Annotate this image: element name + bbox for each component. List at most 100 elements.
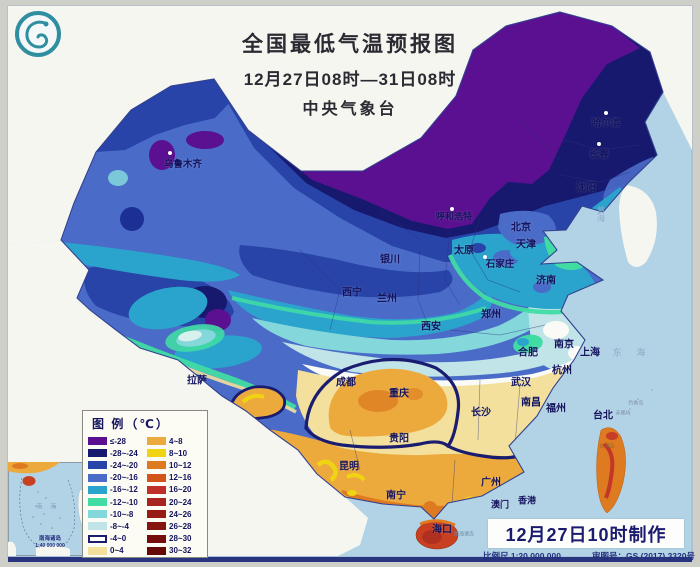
city-label: 沈阳 xyxy=(576,182,596,194)
legend-swatch xyxy=(147,546,166,555)
legend-row: -8~-4 26~28 xyxy=(88,520,206,532)
legend-swatch xyxy=(147,485,166,494)
legend-swatch xyxy=(88,473,107,482)
city-label: 石家庄 xyxy=(485,259,515,270)
sea-label: 南海诸岛 xyxy=(453,531,475,538)
legend-row: -4~0 28~30 xyxy=(88,533,206,545)
legend-row: -10~-8 24~26 xyxy=(88,508,206,520)
city-label: 海口 xyxy=(432,524,452,536)
legend-swatch xyxy=(88,546,107,555)
legend-range-label: 8~10 xyxy=(169,448,188,458)
legend-range-label: 16~20 xyxy=(169,485,192,495)
city-label: 太原 xyxy=(454,245,474,257)
inset-sea-label: 南 海 xyxy=(36,504,60,511)
city-label: 武汉 xyxy=(511,377,531,389)
city-label: 澳门 xyxy=(490,499,510,510)
legend-range-label: -20~-16 xyxy=(110,473,138,483)
inset-name-label: 南海诸岛 xyxy=(38,536,62,542)
province-borders xyxy=(299,119,641,506)
legend-range-label: 20~24 xyxy=(169,497,192,507)
city-label: 西宁 xyxy=(342,287,362,299)
legend-range-label: -24~-20 xyxy=(110,460,138,470)
legend-swatch xyxy=(147,437,166,446)
page-title: 全国最低气温预报图 xyxy=(242,33,458,56)
agency-name: 中央气象台 xyxy=(302,101,398,118)
map-frame-bottom-bar xyxy=(8,557,692,562)
city-label: 广州 xyxy=(481,477,501,489)
legend-swatch xyxy=(147,498,166,507)
map-scale-text: 比例尺 1:20 000 000 xyxy=(483,551,561,561)
legend-swatch xyxy=(147,522,166,531)
legend-swatch xyxy=(88,498,107,507)
capital-dot xyxy=(168,151,172,155)
map-title-block: 全国最低气温预报图 12月27日08时—31日08时 中央气象台 xyxy=(242,28,458,119)
legend-swatch xyxy=(88,461,107,470)
korea-landmass xyxy=(619,185,657,267)
capital-dot xyxy=(483,255,487,259)
city-label: 天津 xyxy=(516,239,536,251)
forecast-period: 12月27日08时—31日08时 xyxy=(243,70,457,89)
capital-dot xyxy=(597,142,601,146)
legend-range-label: 26~28 xyxy=(169,521,192,531)
legend-swatch xyxy=(88,437,107,446)
city-label: 成都 xyxy=(336,377,356,389)
city-label: 上海 xyxy=(580,347,600,359)
legend-range-label: -16~-12 xyxy=(110,485,138,495)
legend-row: -16~-12 16~20 xyxy=(88,484,206,496)
city-label: 拉萨 xyxy=(187,375,207,387)
city-label: 西安 xyxy=(421,321,441,333)
issue-time-box: 12月27日10时制作 xyxy=(488,519,684,548)
south-china-sea-inset: 南 海 南海诸岛 1:40 000 000 xyxy=(8,462,90,556)
legend-range-label: 10~12 xyxy=(169,460,192,470)
legend-range-label: -10~-8 xyxy=(110,509,134,519)
city-label: 银川 xyxy=(380,254,400,266)
legend-swatch xyxy=(88,510,107,519)
legend-swatch xyxy=(147,449,166,458)
sea-label: 黄海 xyxy=(596,206,606,222)
city-label: 福州 xyxy=(546,403,566,415)
mainland-outline xyxy=(60,11,664,520)
legend-row: -28~-24 8~10 xyxy=(88,447,206,459)
cma-logo-icon xyxy=(12,8,64,60)
legend-range-label: 12~16 xyxy=(169,473,192,483)
city-label: 杭州 xyxy=(552,365,572,377)
legend-title: 图 例（℃） xyxy=(92,417,170,431)
sea-label: 钓鱼岛 xyxy=(628,400,644,407)
islet-dots xyxy=(629,389,653,410)
legend-swatch xyxy=(88,522,107,531)
legend-swatch xyxy=(88,449,107,458)
city-label: 呼和浩特 xyxy=(435,211,473,222)
legend-range-label: -28~-24 xyxy=(110,448,138,458)
city-label: 乌鲁木齐 xyxy=(163,159,203,170)
city-label: 北京 xyxy=(511,222,531,234)
legend-range-label: ≤-28 xyxy=(110,436,126,446)
legend-rows: ≤-28 4~8 -28~-24 8~10 -24~-20 10~12 -20~-16 12~… xyxy=(88,435,206,555)
legend-swatch xyxy=(147,473,166,482)
city-label: 郑州 xyxy=(481,309,501,321)
city-label: 长春 xyxy=(589,149,609,161)
legend-range-label: 28~30 xyxy=(169,534,192,544)
city-label: 南京 xyxy=(554,339,574,351)
city-label: 哈尔滨 xyxy=(591,118,621,129)
hainan-island xyxy=(415,519,459,550)
legend-range-label: -12~-10 xyxy=(110,497,138,507)
legend-range-label: 4~8 xyxy=(169,436,183,446)
legend-row: -12~-10 20~24 xyxy=(88,496,206,508)
sea-label: 台湾岛 xyxy=(599,443,615,450)
city-label: 济南 xyxy=(536,275,556,287)
legend-panel: 图 例（℃） ≤-28 4~8 -28~-24 8~10 -24~-20 10~12 -20… xyxy=(82,410,208,558)
city-label: 昆明 xyxy=(339,461,359,473)
inset-scale-label: 1:40 000 000 xyxy=(35,543,65,549)
capital-dot xyxy=(450,207,454,211)
legend-row: -24~-20 10~12 xyxy=(88,459,206,471)
city-label: 香港 xyxy=(517,495,537,506)
legend-row: 0~4 30~32 xyxy=(88,545,206,557)
sea-label: 东 海 xyxy=(612,347,652,358)
legend-range-label: -4~0 xyxy=(110,534,127,544)
legend-swatch xyxy=(88,534,107,543)
city-label: 重庆 xyxy=(389,388,409,400)
taiwan-island xyxy=(596,427,626,514)
legend-row: ≤-28 4~8 xyxy=(88,435,206,447)
